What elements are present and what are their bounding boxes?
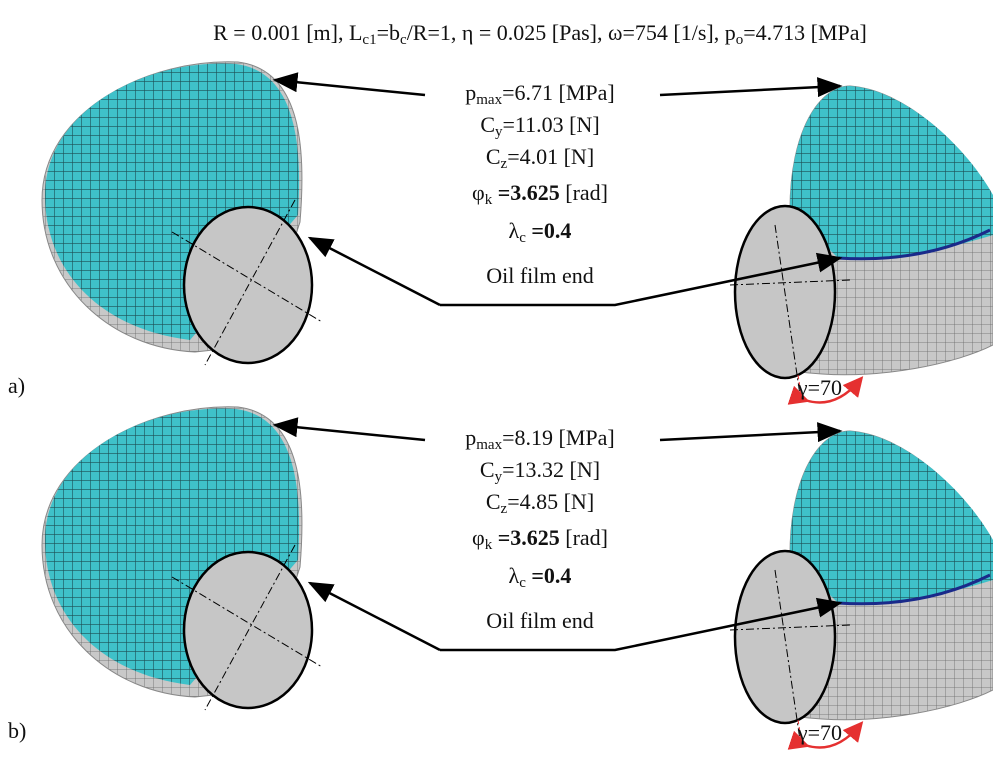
bearing-mesh-right — [730, 431, 993, 745]
text-segment: λ — [509, 563, 520, 588]
panel-label: a) — [8, 373, 25, 398]
arrow — [660, 431, 840, 440]
text-segment: p — [465, 80, 476, 105]
page: R = 0.001 [m], Lc1=bc/R=1, η = 0.025 [Pa… — [0, 0, 993, 782]
bearing-mesh-right — [730, 86, 993, 400]
arrow — [310, 583, 440, 650]
text-segment: =6.71 [MPa] — [502, 80, 615, 105]
text-segment: =4.85 [N] — [507, 489, 594, 514]
panel: pmax=8.19 [MPa] Cy=13.32 [N] Cz=4.85 [N] φk… — [8, 407, 993, 748]
subscript: max — [476, 437, 502, 453]
bearing-mesh-left — [42, 407, 322, 710]
text-segment: C — [480, 457, 495, 482]
annotation-line: Cy=11.03 [N] — [480, 112, 599, 140]
text-segment: C — [486, 489, 501, 514]
header: R = 0.001 [m], Lc1=bc/R=1, η = 0.025 [Pa… — [213, 20, 867, 48]
text-segment: /R=1, η = 0.025 [Pas], ω=754 [1/s], p — [407, 20, 736, 45]
oil-film-label: Oil film end — [486, 263, 594, 288]
subscript: max — [476, 92, 502, 108]
bearing-mesh-left — [42, 62, 322, 365]
text-segment: φ — [472, 525, 485, 550]
text-segment: [rad] — [560, 180, 608, 205]
text-segment: C — [480, 112, 495, 137]
arrow — [660, 86, 840, 95]
panel: pmax=6.71 [MPa] Cy=11.03 [N] Cz=4.01 [N] φk… — [8, 62, 993, 403]
text-segment: p — [465, 425, 476, 450]
text-segment: =4.01 [N] — [507, 144, 594, 169]
annotation-line: Cz=4.01 [N] — [486, 144, 594, 172]
text-segment: =3.625 — [492, 180, 560, 205]
text-segment: =11.03 [N] — [503, 112, 600, 137]
subscript: o — [736, 32, 744, 48]
text-segment: φ — [472, 180, 485, 205]
arrow — [275, 425, 425, 440]
text-segment: =8.19 [MPa] — [502, 425, 615, 450]
text-segment: λ — [509, 218, 520, 243]
annotation-line: pmax=8.19 [MPa] — [465, 425, 614, 453]
text-segment: =13.32 [N] — [502, 457, 600, 482]
panel-label: b) — [8, 718, 26, 743]
subscript: c1 — [362, 32, 376, 48]
gamma-label: γ=70 — [797, 720, 842, 745]
annotation-line: pmax=6.71 [MPa] — [465, 80, 614, 108]
figure: R = 0.001 [m], Lc1=bc/R=1, η = 0.025 [Pa… — [0, 0, 993, 782]
arrow — [310, 238, 440, 305]
text-segment: =0.4 — [526, 563, 572, 588]
oil-film-label: Oil film end — [486, 608, 594, 633]
text-segment: =3.625 — [492, 525, 560, 550]
text-segment: =b — [377, 20, 400, 45]
text-segment: C — [486, 144, 501, 169]
annotation-line: φk =3.625 [rad] — [472, 525, 608, 553]
text-segment: R = 0.001 [m], L — [213, 20, 362, 45]
text-segment: [rad] — [560, 525, 608, 550]
annotation-line: Cy=13.32 [N] — [480, 457, 600, 485]
annotation-line: Cz=4.85 [N] — [486, 489, 594, 517]
annotation-line: λc =0.4 — [509, 563, 572, 591]
text-segment: =4.713 [MPa] — [743, 20, 867, 45]
annotation-line: φk =3.625 [rad] — [472, 180, 608, 208]
gamma-label: γ=70 — [797, 375, 842, 400]
text-segment: =0.4 — [526, 218, 572, 243]
arrow — [275, 80, 425, 95]
annotation-line: λc =0.4 — [509, 218, 572, 246]
